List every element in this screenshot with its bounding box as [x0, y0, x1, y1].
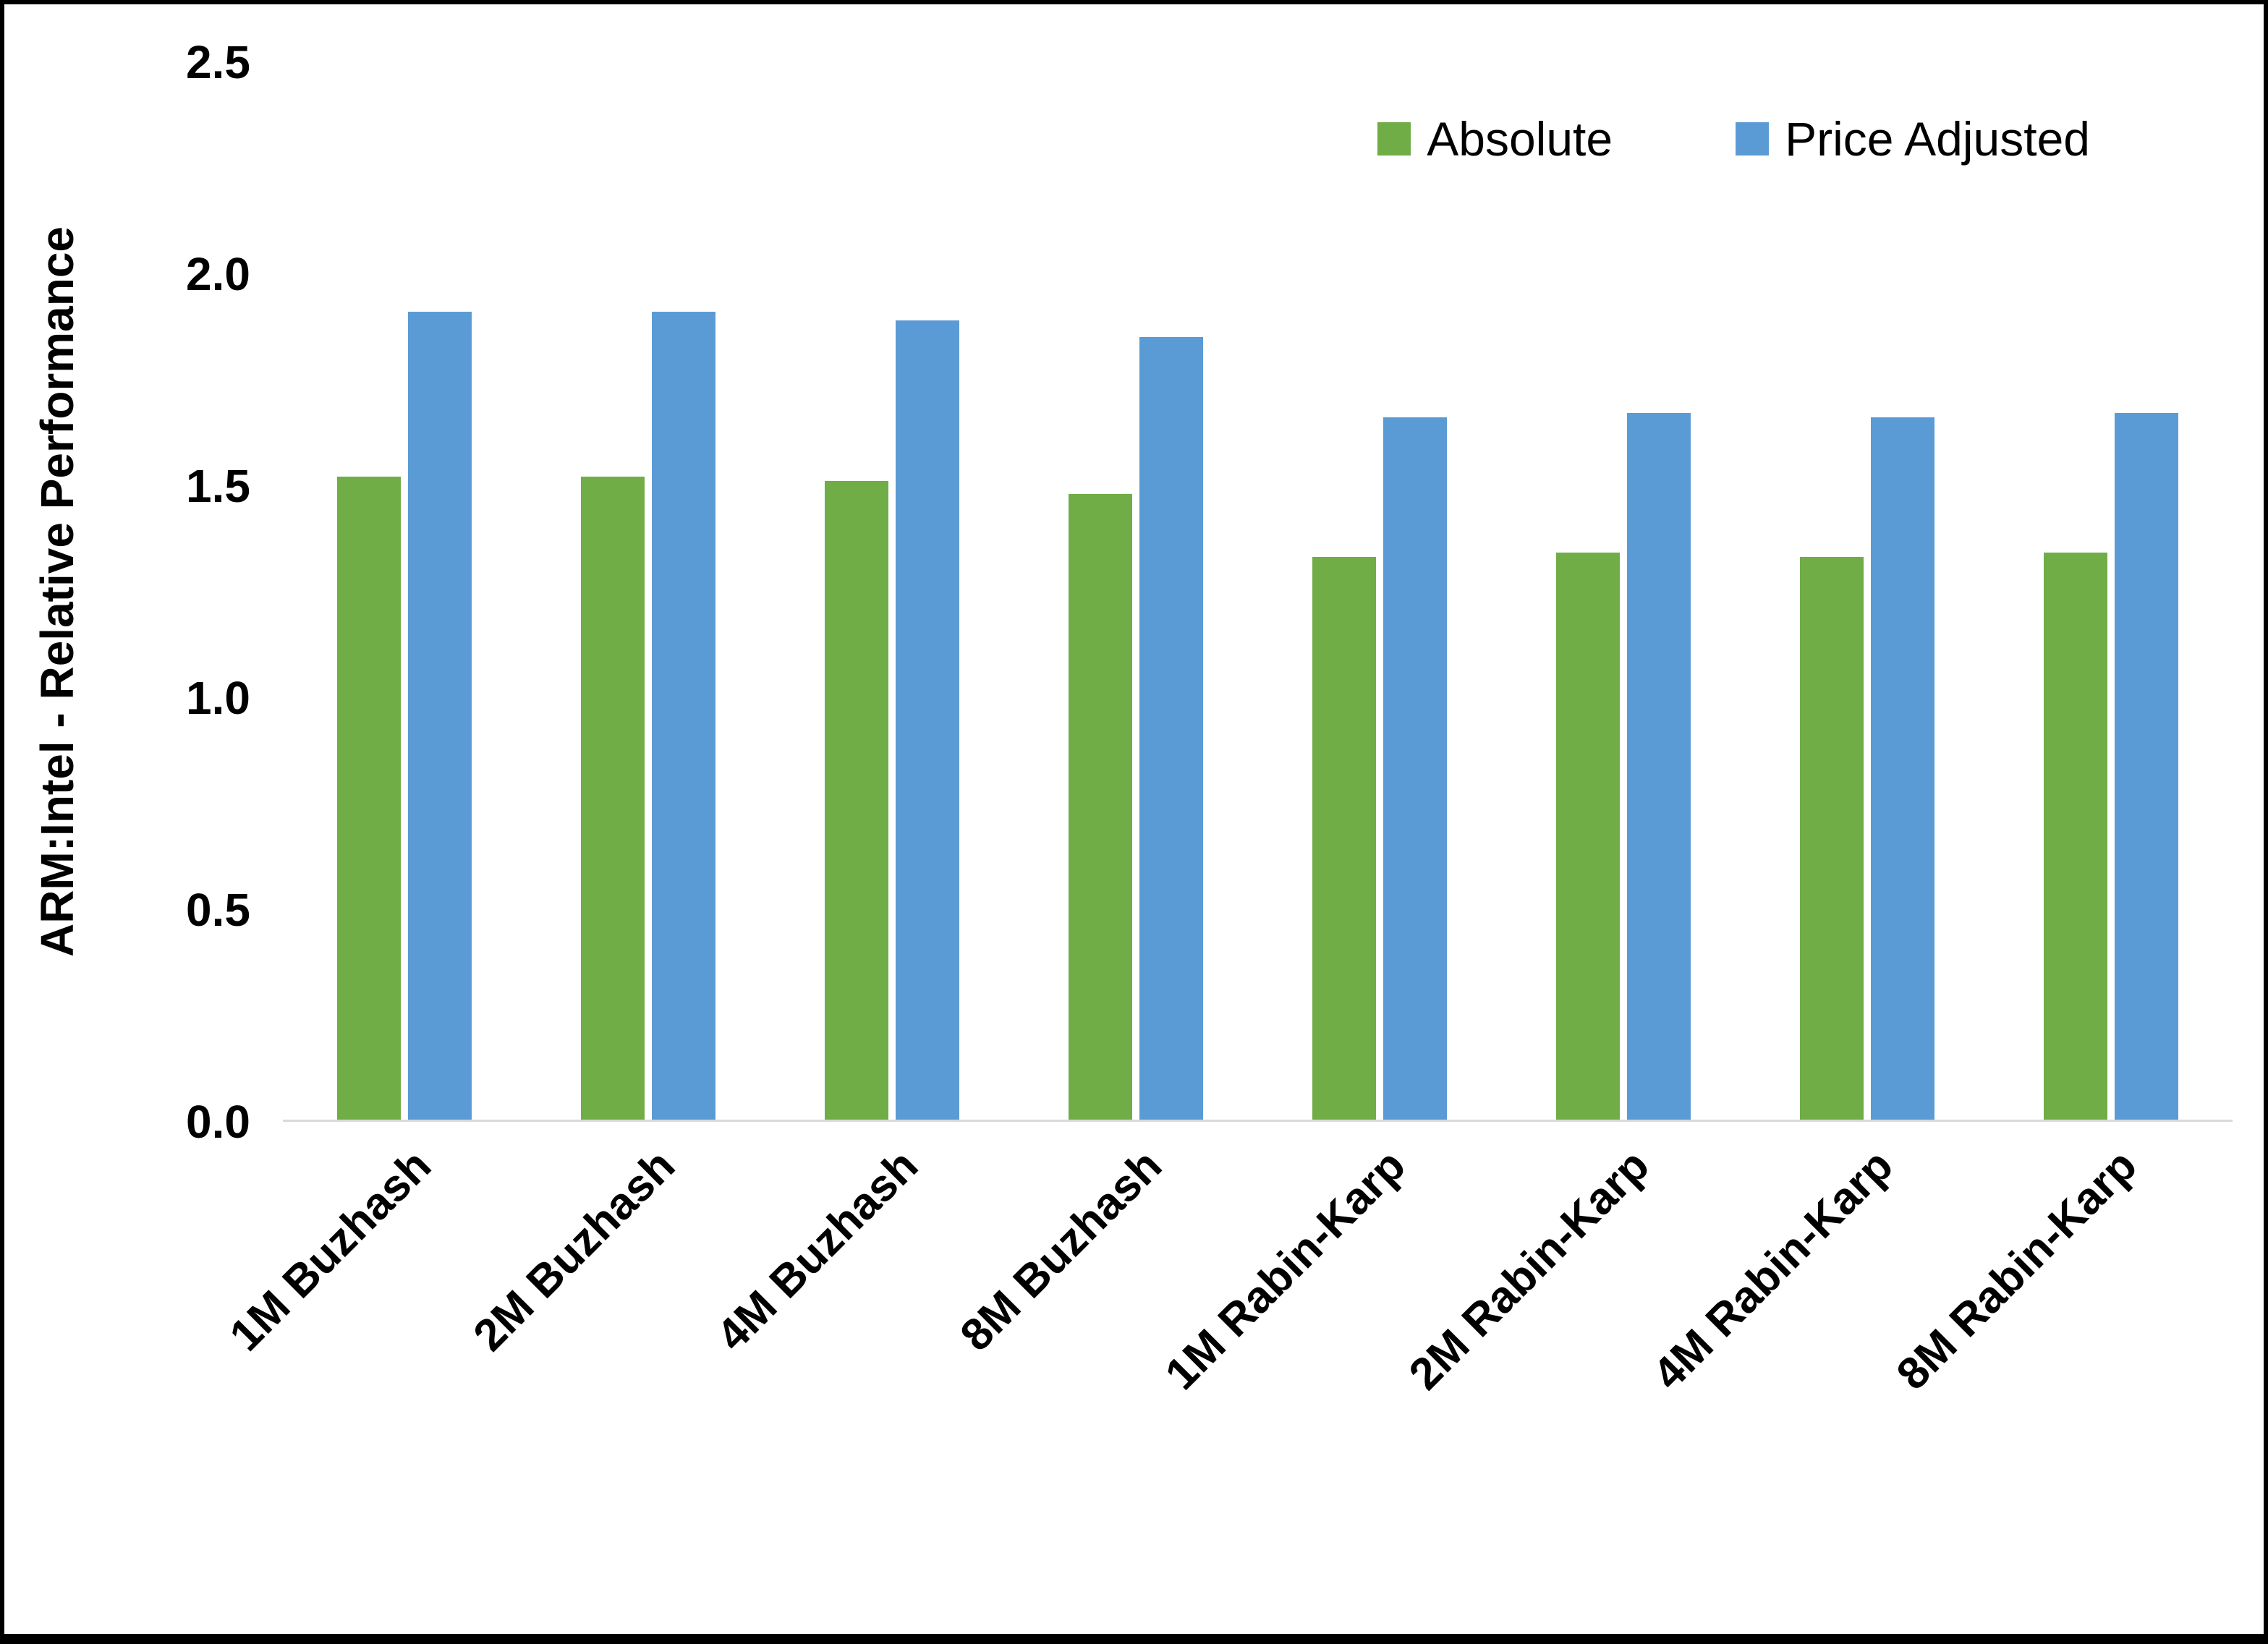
legend-item-absolute: Absolute [1377, 111, 1613, 166]
legend-swatch-absolute [1377, 122, 1411, 156]
plot-area [283, 62, 2233, 1122]
bar-group [1258, 62, 1502, 1120]
legend-swatch-price-adjusted [1736, 122, 1770, 156]
y-tick-label: 2.5 [186, 36, 250, 88]
bar-price-adjusted [652, 312, 716, 1120]
bar-group [1014, 62, 1258, 1120]
bar-absolute [1799, 557, 1864, 1120]
legend-label-price-adjusted: Price Adjusted [1785, 112, 2090, 166]
bar-absolute [2043, 553, 2107, 1120]
x-label-slot: 1M Buzhash [220, 1127, 527, 1590]
y-tick-label: 2.0 [186, 248, 250, 300]
legend-label-absolute: Absolute [1427, 112, 1613, 166]
bar-price-adjusted [2114, 413, 2178, 1120]
x-tick-label: 1M Buzhash [220, 1140, 441, 1361]
x-axis-labels: 1M Buzhash 2M Buzhash 4M Buzhash 8M Buzhash… [220, 1127, 2233, 1590]
bar-price-adjusted [1626, 413, 1691, 1120]
bar-group [527, 62, 770, 1120]
legend-item-price-adjusted: Price Adjusted [1736, 111, 2090, 166]
bar-absolute [1312, 557, 1376, 1120]
bar-absolute [1069, 493, 1133, 1120]
legend: Absolute Price Adjusted [1377, 111, 2090, 166]
bar-absolute [825, 480, 889, 1120]
bar-group [770, 62, 1014, 1120]
bar-absolute [1555, 553, 1620, 1120]
bar-group [1501, 62, 1745, 1120]
bar-group [1989, 62, 2233, 1120]
y-tick-label: 0.0 [186, 1096, 250, 1148]
bar-group [283, 62, 527, 1120]
bar-absolute [337, 477, 402, 1120]
bar-group [1745, 62, 1989, 1120]
y-axis-ticks: 0.0 0.5 1.0 1.5 2.0 2.5 [84, 39, 250, 1145]
bar-price-adjusted [1870, 417, 1934, 1120]
y-tick-label: 1.5 [186, 460, 250, 512]
bar-price-adjusted [896, 320, 960, 1120]
bar-price-adjusted [1383, 417, 1447, 1120]
y-tick-label: 1.0 [186, 672, 250, 724]
y-tick-label: 0.5 [186, 884, 250, 936]
bar-price-adjusted [408, 312, 472, 1120]
x-label-slot: 8M Rabin-Karp [1887, 1127, 2233, 1590]
y-axis-title: ARM:Intel - Relative Performance [31, 226, 83, 958]
bar-absolute [581, 477, 645, 1120]
x-label-slot: 2M Buzhash [464, 1127, 770, 1590]
x-label-slot: 4M Buzhash [708, 1127, 1014, 1590]
bar-price-adjusted [1139, 337, 1204, 1120]
